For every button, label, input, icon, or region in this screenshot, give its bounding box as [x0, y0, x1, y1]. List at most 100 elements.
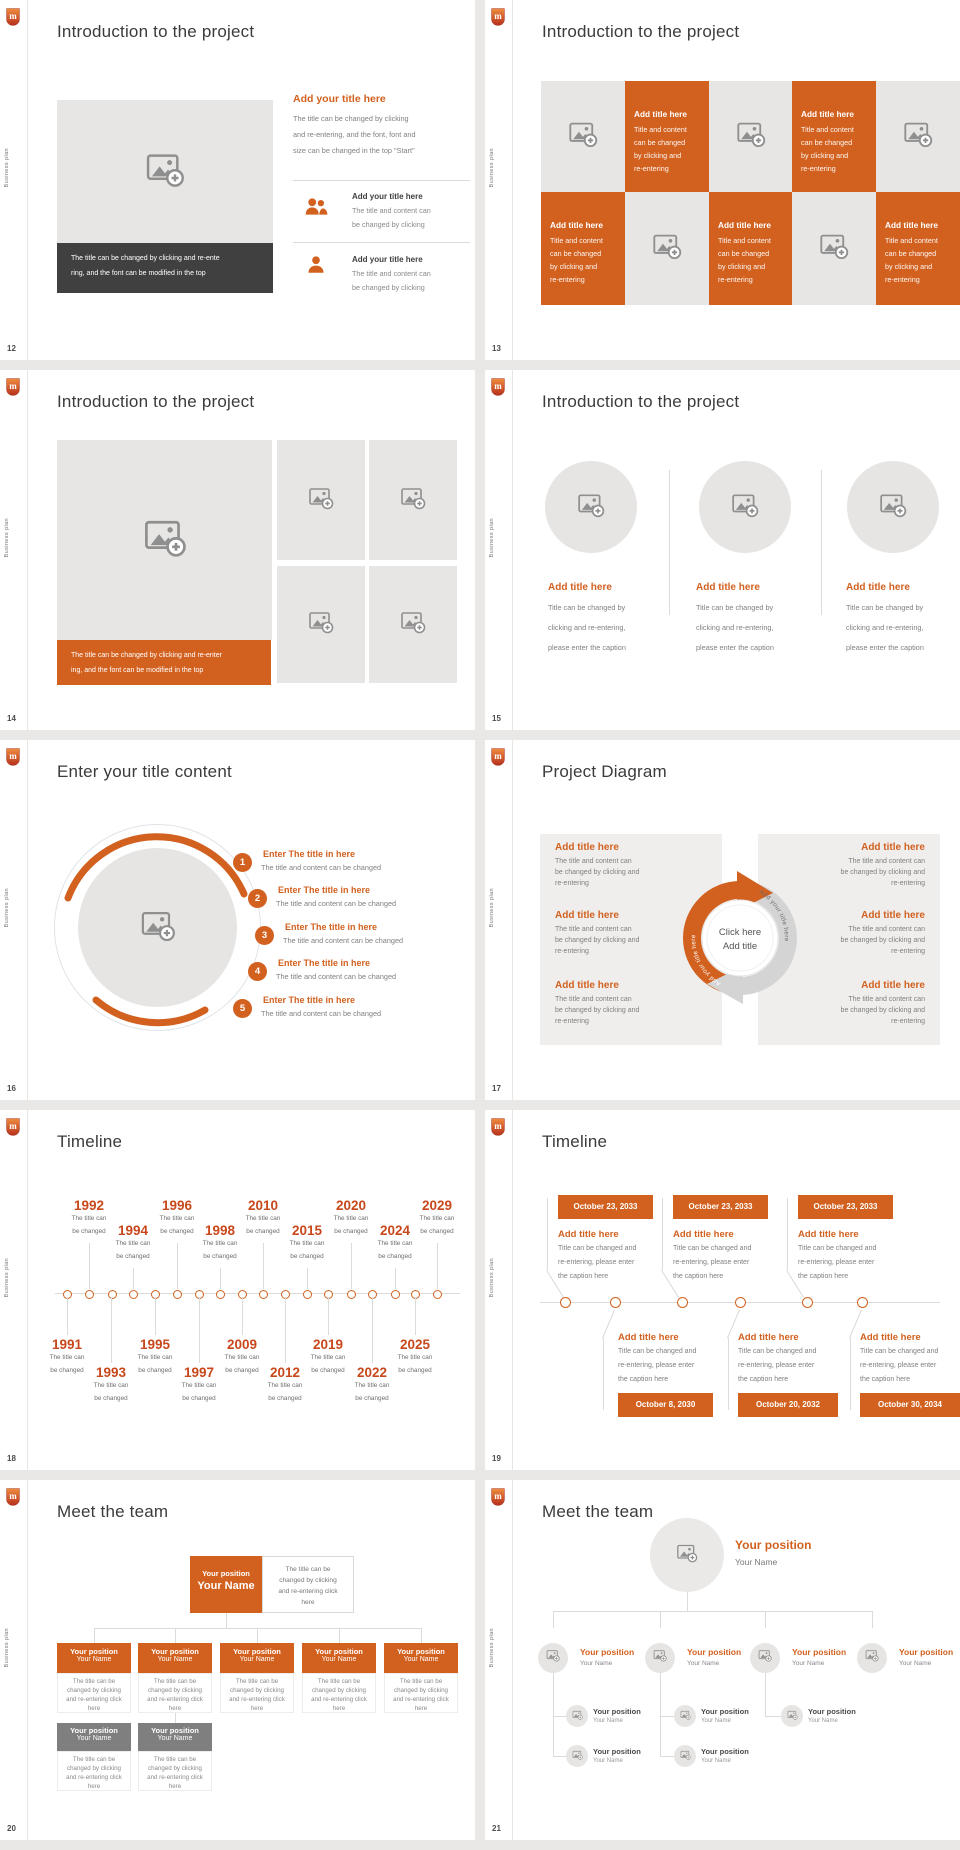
card-text: Title can be changed and — [558, 1245, 637, 1252]
connector — [328, 1297, 329, 1335]
image-placeholder[interactable] — [709, 81, 792, 192]
connector — [872, 1611, 873, 1628]
image-placeholder[interactable] — [625, 192, 709, 305]
slide-thumbnail-14[interactable]: Business plan 14 Introduction to the pro… — [0, 370, 475, 730]
timeline-event: 2010 The title can be changed — [245, 1198, 281, 1235]
section-text: The title and content can — [555, 858, 632, 865]
person-name: Your Name — [580, 1660, 613, 1667]
slide-thumbnail-12[interactable]: Business plan 12 Introduction to the pro… — [0, 0, 475, 360]
image-placeholder[interactable] — [781, 1705, 803, 1727]
person-position: Your position — [701, 1707, 749, 1716]
person-position: Your position — [580, 1647, 635, 1657]
item-title: Add title here — [846, 582, 910, 593]
image-placeholder[interactable] — [538, 1643, 568, 1673]
slide-thumbnail-19[interactable]: Business plan 19 Timeline October 23, 20… — [485, 1110, 960, 1470]
person-name: Your Name — [808, 1718, 838, 1724]
image-placeholder[interactable] — [545, 461, 637, 553]
slide-title: Introduction to the project — [542, 22, 740, 41]
image-placeholder[interactable] — [674, 1745, 696, 1767]
cycle-diagram[interactable]: Add your title here Add your title here … — [675, 863, 805, 1013]
timeline-dot — [303, 1289, 312, 1299]
image-placeholder[interactable] — [541, 81, 625, 192]
timeline-dot — [802, 1297, 813, 1308]
timeline-dot — [857, 1297, 868, 1308]
item-text-line: clicking and re-entering, — [846, 623, 924, 632]
add-image-icon — [546, 1649, 560, 1667]
add-image-icon — [676, 1543, 698, 1568]
image-placeholder[interactable] — [566, 1705, 588, 1727]
item-text-line: clicking and re-entering, — [696, 623, 774, 632]
slide-title: Introduction to the project — [57, 22, 255, 41]
connector — [257, 1628, 258, 1643]
image-placeholder[interactable] — [857, 1643, 887, 1673]
image-placeholder[interactable] — [566, 1745, 588, 1767]
item-text-line: The title and content can — [352, 206, 431, 215]
add-image-icon — [308, 486, 334, 515]
sidebar-label: Business plan — [4, 148, 10, 188]
section-title: Add title here — [555, 842, 619, 853]
brand-logo-icon — [6, 1118, 20, 1136]
add-image-icon — [568, 120, 598, 153]
slide-number: 16 — [7, 1084, 16, 1093]
image-placeholder[interactable] — [369, 566, 457, 683]
card-text: Title can be changed and — [618, 1348, 697, 1355]
item-text-line: be changed by clicking — [352, 283, 425, 292]
image-placeholder[interactable] — [876, 81, 960, 192]
connector — [89, 1243, 90, 1289]
image-placeholder[interactable] — [750, 1643, 780, 1673]
image-placeholder[interactable] — [847, 461, 939, 553]
timeline-dot — [677, 1297, 688, 1308]
image-placeholder[interactable] — [277, 440, 365, 560]
image-placeholder[interactable] — [792, 192, 876, 305]
image-placeholder[interactable] — [674, 1705, 696, 1727]
body-text-line: size can be changed in the top "Start" — [293, 146, 415, 155]
card-text: the caption here — [618, 1376, 669, 1383]
image-placeholder[interactable] — [57, 440, 272, 640]
image-placeholder[interactable] — [650, 1518, 724, 1592]
card-text: Title can be changed and — [673, 1245, 752, 1252]
image-placeholder[interactable] — [57, 100, 273, 243]
date-badge: October 23, 2033 — [558, 1195, 653, 1219]
section-title: Add title here — [861, 980, 925, 991]
section-text: re-entering — [891, 880, 925, 887]
slide-thumbnail-17[interactable]: Business plan 17 Project Diagram Add tit… — [485, 740, 960, 1100]
connector — [850, 1338, 851, 1410]
add-image-icon — [577, 492, 605, 523]
connector — [662, 1198, 663, 1270]
add-image-icon — [143, 517, 187, 563]
slide-thumbnail-13[interactable]: Business plan 13 Introduction to the pro… — [485, 0, 960, 360]
section-title: Add title here — [555, 980, 619, 991]
slide-thumbnail-15[interactable]: Business plan 15 Introduction to the pro… — [485, 370, 960, 730]
slide-thumbnail-21[interactable]: Business plan 21 Meet the team Your posi… — [485, 1480, 960, 1840]
connector — [111, 1297, 112, 1363]
section-title: Add title here — [555, 910, 619, 921]
image-placeholder[interactable] — [645, 1643, 675, 1673]
divider — [293, 180, 470, 181]
connector — [553, 1716, 566, 1717]
add-image-icon — [572, 1747, 583, 1765]
timeline-event: 2020 The title can be changed — [333, 1198, 369, 1235]
sidebar-label: Business plan — [489, 518, 495, 558]
card-title: Add title here — [798, 1229, 859, 1240]
card-text: Title can be changed and — [738, 1348, 817, 1355]
connector — [553, 1611, 872, 1612]
section-text: re-entering — [891, 948, 925, 955]
rail-divider — [512, 370, 513, 730]
image-placeholder[interactable] — [78, 848, 237, 1007]
slide-thumbnail-16[interactable]: Business plan 16 Enter your title conten… — [0, 740, 475, 1100]
connector — [553, 1611, 554, 1628]
person-name: Your Name — [593, 1718, 623, 1724]
rail-divider — [27, 0, 28, 360]
connector — [553, 1673, 554, 1756]
person-position: Your position — [593, 1707, 641, 1716]
slide-thumbnail-18[interactable]: Business plan 18 Timeline 1992 The title … — [0, 1110, 475, 1470]
slide-thumbnail-20[interactable]: Business plan 20 Meet the team Your posi… — [0, 1480, 475, 1840]
person-name: Your Name — [701, 1718, 731, 1724]
image-placeholder[interactable] — [369, 440, 457, 560]
connector — [660, 1756, 674, 1757]
brand-logo-icon — [6, 748, 20, 766]
item-text-line: The title and content can — [352, 269, 431, 278]
image-placeholder[interactable] — [699, 461, 791, 553]
image-placeholder[interactable] — [277, 566, 365, 683]
